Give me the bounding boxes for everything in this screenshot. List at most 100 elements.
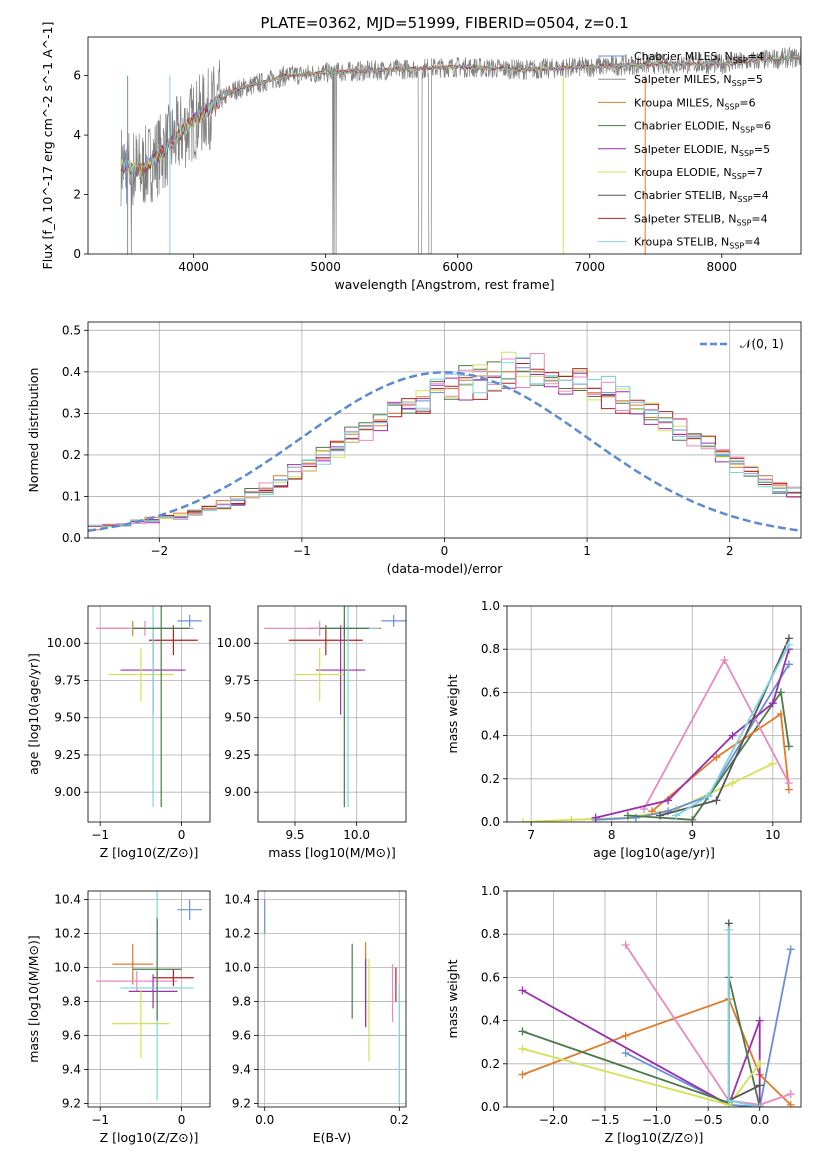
y-tick-label: 2: [73, 188, 81, 202]
data-point: [519, 818, 528, 822]
panel-residuals: −2 −1 0 1 2 0.0 0.1 0.2 0.3 0.4 0.5 (data-model)/er…: [26, 321, 802, 576]
y-tick-label: 0.4: [62, 365, 81, 379]
plot-area: [88, 891, 210, 1107]
panel-massweight_vs_Z: −2.0 −1.5 −1.0 −0.5 0.0 0.0 0.2 0.4 0.6 0.8 1.0 Z […: [445, 884, 802, 1145]
data-point: [784, 660, 793, 669]
x-axis-label: Z [log10(Z/Z⊙)]: [100, 845, 199, 860]
normal-curve: [88, 371, 801, 532]
x-tick-label: 0.0: [750, 1113, 769, 1127]
legend-entry: Kroupa MILES, NSSP=6: [634, 96, 756, 111]
plot-area: [507, 891, 801, 1107]
y-tick-label: 9.6: [232, 1029, 251, 1043]
data-point: [647, 807, 656, 816]
data-point: [786, 945, 795, 954]
series-line: [675, 644, 790, 817]
y-tick-label: 0.4: [481, 729, 500, 743]
axes-frame: [506, 890, 802, 1108]
y-tick-label: 0.4: [481, 1014, 500, 1028]
legend-entry: 𝒩(0, 1): [740, 337, 784, 351]
data-point: [621, 1049, 630, 1057]
data-point: [712, 753, 721, 762]
series-line: [627, 690, 790, 821]
legend-entry: Kroupa ELODIE, NSSP=7: [634, 166, 763, 181]
x-tick-label: 0: [441, 544, 449, 558]
panel-spectrum: 4000 5000 6000 7000 8000 0 2 4 6 wavelength [Angs…: [40, 14, 802, 292]
data-point: [518, 1070, 527, 1079]
y-tick-label: 10.2: [54, 927, 81, 941]
data-point: [623, 811, 632, 820]
y-tick-label: 10.0: [54, 961, 81, 975]
y-tick-label: 9.8: [232, 995, 251, 1009]
y-tick-label: 9.4: [232, 1063, 251, 1077]
y-tick-label: 0.1: [62, 489, 81, 503]
data-point: [656, 811, 665, 820]
data-point: [712, 796, 721, 805]
y-tick-label: 9.75: [224, 673, 251, 687]
y-tick-label: 9.50: [224, 711, 251, 725]
data-point: [591, 813, 600, 822]
y-tick-label: 0.5: [62, 323, 81, 337]
y-axis-label: mass [log10(M/M⊙)]: [26, 935, 41, 1063]
data-point: [724, 1096, 733, 1105]
y-tick-label: 10.2: [224, 927, 251, 941]
y-tick-label: 9.25: [54, 748, 81, 762]
data-point: [728, 779, 737, 788]
y-axis-label: mass weight: [445, 674, 460, 753]
x-tick-label: 1: [583, 544, 591, 558]
data-point: [755, 1016, 764, 1025]
data-point: [621, 941, 630, 949]
data-point: [786, 1100, 795, 1107]
y-tick-label: 9.75: [54, 673, 81, 687]
x-tick-label: −0.5: [694, 1113, 723, 1127]
y-tick-label: 0.2: [62, 448, 81, 462]
data-point: [755, 1059, 764, 1068]
data-point: [567, 815, 576, 822]
y-tick-label: 10.4: [54, 893, 81, 907]
y-tick-label: 6: [73, 69, 81, 83]
plot-area: [120, 47, 801, 254]
x-tick-label: 0: [178, 828, 186, 842]
series-line: [624, 944, 791, 1106]
x-axis-label: Z [log10(Z/Z⊙)]: [100, 1130, 199, 1145]
y-tick-label: 9.00: [54, 785, 81, 799]
x-tick-label: −1: [293, 544, 311, 558]
y-tick-label: 0: [73, 247, 81, 261]
y-tick-label: 9.25: [224, 748, 251, 762]
chart-title: PLATE=0362, MJD=51999, FIBERID=0504, z=0…: [260, 14, 628, 32]
data-point: [784, 742, 793, 751]
model-spectrum-line: [120, 54, 801, 178]
data-point: [704, 792, 713, 801]
y-tick-label: 1.0: [481, 884, 500, 898]
y-tick-label: 0.0: [481, 815, 500, 829]
x-tick-label: −1.5: [590, 1113, 619, 1127]
x-tick-label: 4000: [178, 260, 209, 274]
y-tick-label: 4: [73, 128, 81, 142]
x-tick-label: 8000: [707, 260, 738, 274]
y-tick-label: 10.0: [224, 961, 251, 975]
x-tick-label: 8: [608, 828, 616, 842]
axes-frame: [87, 890, 211, 1108]
x-tick-label: −2.0: [539, 1113, 568, 1127]
plot-area: [88, 322, 801, 538]
x-tick-label: 5000: [310, 260, 341, 274]
data-point: [784, 779, 793, 788]
x-axis-label: Z [log10(Z/Z⊙)]: [605, 1130, 704, 1145]
plot-area: [88, 606, 210, 822]
panel-mass_vs_Z: −1 0 9.2 9.4 9.6 9.8 10.0 10.2 10.4 Z [log10(Z/Z⊙…: [26, 890, 211, 1145]
x-tick-label: −1: [91, 1113, 109, 1127]
y-tick-label: 9.2: [232, 1097, 251, 1111]
x-tick-label: 0: [178, 1113, 186, 1127]
data-point: [784, 640, 793, 649]
x-tick-label: −1.0: [642, 1113, 671, 1127]
data-point: [631, 813, 640, 822]
y-tick-label: 10.00: [217, 636, 251, 650]
y-tick-label: 10.00: [47, 636, 81, 650]
x-tick-label: 6000: [442, 260, 473, 274]
x-axis-label: wavelength [Angstrom, rest frame]: [334, 277, 554, 292]
y-tick-label: 0.6: [481, 685, 500, 699]
x-axis-label: age [log10(age/yr)]: [593, 845, 715, 860]
plot-area: [507, 606, 801, 822]
series-line: [625, 949, 792, 1107]
x-tick-label: 10.0: [343, 828, 370, 842]
